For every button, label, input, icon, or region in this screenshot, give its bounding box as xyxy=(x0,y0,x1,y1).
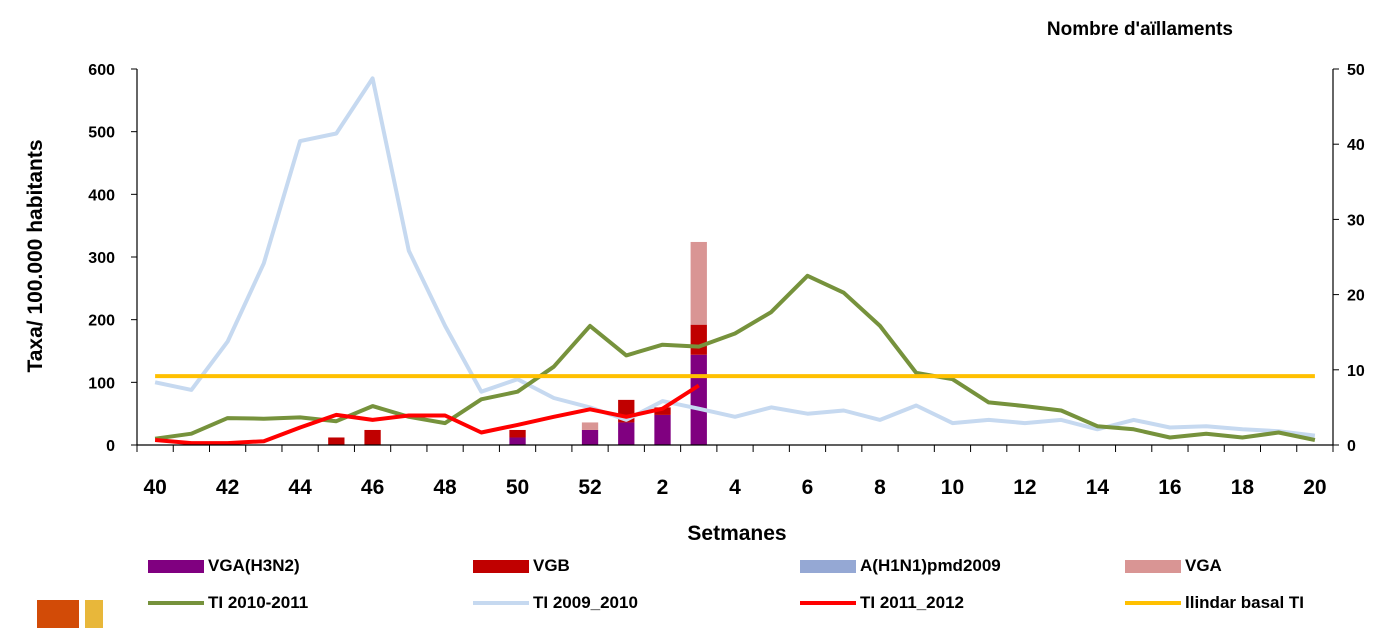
lines-layer xyxy=(154,76,1316,446)
bar-vga-h3n2- xyxy=(581,429,599,445)
y-right-tick-label: 50 xyxy=(1347,62,1365,79)
legend-label: llindar basal TI xyxy=(1185,593,1305,612)
y-left-tick-label: 200 xyxy=(88,313,115,330)
decor-square-yellow xyxy=(85,600,103,628)
legend-swatch xyxy=(1125,559,1181,573)
legend-swatch xyxy=(473,559,529,573)
x-tick-label: 52 xyxy=(578,476,601,499)
x-tick-label: 42 xyxy=(216,476,239,499)
x-tick-label: 8 xyxy=(874,476,886,499)
line-ti-2011-2012 xyxy=(154,383,700,446)
line-ti-2009-2010 xyxy=(154,76,1316,438)
x-tick-label: 46 xyxy=(361,476,384,499)
bar-vga xyxy=(581,422,599,430)
y-right-tick-label: 30 xyxy=(1347,212,1365,229)
bar-vgb xyxy=(364,429,381,445)
bar-vgb xyxy=(690,324,707,355)
x-tick-label: 50 xyxy=(506,476,529,499)
bar-vga-h3n2- xyxy=(690,354,707,445)
y-right-tick-label: 0 xyxy=(1347,438,1356,455)
x-tick-label: 48 xyxy=(433,476,457,499)
legend-swatch xyxy=(473,601,529,605)
legend-swatch xyxy=(148,559,204,573)
legend-label: VGA(H3N2) xyxy=(208,556,300,575)
y-left-tick-label: 300 xyxy=(88,250,115,267)
legend-item: llindar basal TI xyxy=(1125,593,1304,613)
legend-label: TI 2011_2012 xyxy=(860,593,964,612)
legend-item: VGA xyxy=(1125,556,1222,576)
legend-label: VGB xyxy=(533,556,570,575)
x-tick-label: 6 xyxy=(802,476,814,499)
bar-vgb xyxy=(654,407,671,415)
bar-vga xyxy=(690,241,707,325)
x-axis-label: Setmanes xyxy=(687,522,786,545)
x-tick-label: 12 xyxy=(1013,476,1036,499)
legend-item: TI 2010-2011 xyxy=(148,593,308,613)
y-left-tick-label: 500 xyxy=(88,125,115,142)
decor-square-orange xyxy=(37,600,79,628)
bar-vga-h3n2- xyxy=(509,437,526,445)
y-left-tick-label: 0 xyxy=(106,438,115,455)
legend-label: VGA xyxy=(1185,556,1222,575)
x-tick-label: 2 xyxy=(657,476,669,499)
legend-swatch xyxy=(800,559,856,573)
x-tick-label: 18 xyxy=(1231,476,1255,499)
bar-vga-h3n2- xyxy=(654,414,671,445)
x-tick-label: 10 xyxy=(941,476,964,499)
x-tick-label: 16 xyxy=(1158,476,1181,499)
legend-label: A(H1N1)pmd2009 xyxy=(860,556,1001,575)
bar-vgb xyxy=(509,429,526,438)
x-tick-label: 20 xyxy=(1303,476,1326,499)
legend-item: VGA(H3N2) xyxy=(148,556,300,576)
bar-vga-h3n2- xyxy=(618,422,635,445)
x-tick-label: 40 xyxy=(143,476,166,499)
y-axis-left-label: Taxa/ 100.000 habitants xyxy=(24,139,47,372)
x-tick-label: 14 xyxy=(1086,476,1110,499)
y-left-tick-label: 600 xyxy=(88,62,115,79)
legend-swatch xyxy=(148,601,204,605)
bar-vgb xyxy=(328,437,345,445)
y-right-tick-label: 20 xyxy=(1347,288,1365,305)
legend-swatch xyxy=(800,601,856,605)
bars-layer xyxy=(328,241,707,445)
legend-label: TI 2010-2011 xyxy=(208,593,309,612)
x-tick-label: 44 xyxy=(288,476,312,499)
x-tick-label: 4 xyxy=(729,476,741,499)
y-left-tick-label: 100 xyxy=(88,375,115,392)
y-right-tick-label: 10 xyxy=(1347,363,1365,380)
legend-label: TI 2009_2010 xyxy=(533,593,638,612)
legend-item: VGB xyxy=(473,556,570,576)
legend-swatch xyxy=(1125,601,1181,605)
legend-item: A(H1N1)pmd2009 xyxy=(800,556,1001,576)
y-axis-right-label: Nombre d'aïllaments xyxy=(1047,19,1233,40)
legend-item: TI 2009_2010 xyxy=(473,593,638,613)
legend-item: TI 2011_2012 xyxy=(800,593,964,613)
y-right-tick-label: 40 xyxy=(1347,137,1365,154)
y-left-tick-label: 400 xyxy=(88,187,115,204)
